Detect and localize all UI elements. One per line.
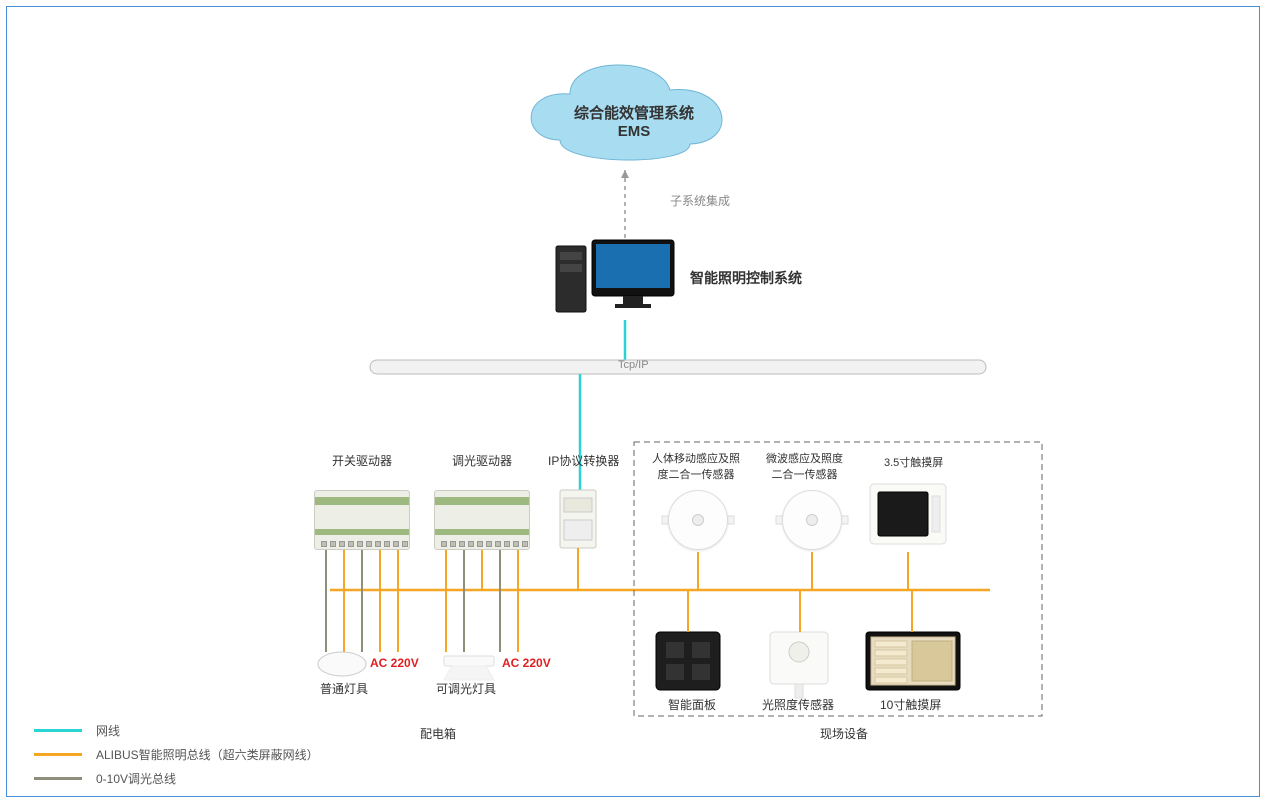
touch10-label: 10寸触摸屏: [880, 696, 941, 713]
distribution-box-label: 配电箱: [420, 725, 456, 742]
normal-lamp-voltage: AC 220V: [370, 656, 419, 670]
legend-label: 网线: [96, 722, 120, 739]
legend-label: ALIBUS智能照明总线（超六类屏蔽网线）: [96, 746, 319, 763]
switch-driver-label: 开关驱动器: [332, 452, 392, 469]
field-devices-label: 现场设备: [820, 725, 868, 742]
microwave-sensor-label: 微波感应及照度 二合一传感器: [766, 450, 843, 482]
dimming-driver-icon: [434, 490, 530, 550]
legend-swatch: [34, 729, 82, 732]
normal-lamp-label: 普通灯具: [320, 680, 368, 697]
lux-sensor-label: 光照度传感器: [762, 696, 834, 713]
pir-sensor-icon: [668, 490, 728, 550]
pir-sensor-label: 人体移动感应及照 度二合一传感器: [652, 450, 740, 482]
dimmable-lamp-label: 可调光灯具: [436, 680, 496, 697]
dimming-driver-label: 调光驱动器: [452, 452, 512, 469]
bus-protocol-label: Tcp/IP: [618, 359, 649, 371]
system-title: 智能照明控制系统: [690, 268, 802, 288]
switch-driver-icon: [314, 490, 410, 550]
smart-panel-label: 智能面板: [668, 696, 716, 713]
cloud-title: 综合能效管理系统 EMS: [564, 102, 704, 140]
legend-label: 0-10V调光总线: [96, 770, 176, 787]
legend-swatch: [34, 777, 82, 780]
subsystem-label: 子系统集成: [670, 192, 730, 209]
legend-item-0: 网线: [34, 722, 120, 739]
ip-converter-label: IP协议转换器: [548, 452, 619, 469]
microwave-sensor-icon: [782, 490, 842, 550]
legend-swatch: [34, 753, 82, 756]
dimmable-lamp-voltage: AC 220V: [502, 656, 551, 670]
legend-item-1: ALIBUS智能照明总线（超六类屏蔽网线）: [34, 746, 319, 763]
nodes-layer: 综合能效管理系统 EMS 子系统集成智能照明控制系统 Tcp/IP 开关驱动器 调光驱动…: [0, 0, 1266, 803]
touch35-label: 3.5寸触摸屏: [884, 454, 943, 470]
legend-item-2: 0-10V调光总线: [34, 770, 176, 787]
